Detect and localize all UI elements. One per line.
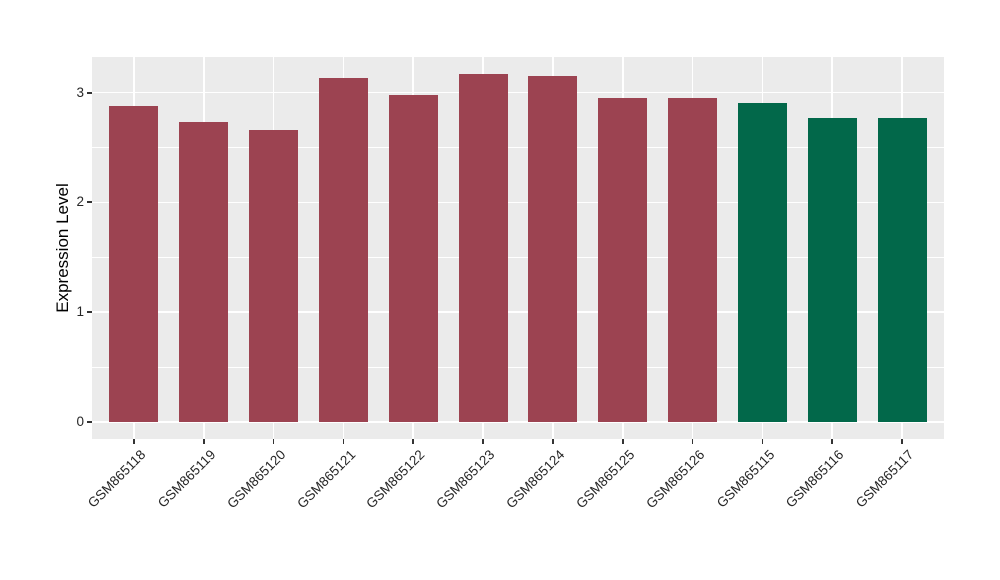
x-tick-label: GSM865116 [783,447,847,511]
bar-GSM865123 [458,74,508,422]
bar-GSM865116 [807,117,857,422]
x-tick-mark [202,439,205,444]
x-tick-mark [482,439,484,444]
x-tick-mark [831,439,834,444]
x-tick-mark [552,439,554,444]
y-tick-mark [86,420,92,423]
y-tick-label: 1 [76,304,84,320]
y-tick-mark [86,311,92,314]
x-tick-label: GSM865117 [853,447,917,511]
bar-GSM865119 [179,122,229,422]
y-tick-mark [86,201,92,204]
bar-GSM865122 [388,94,438,422]
x-tick-mark [901,439,903,444]
bar-GSM865125 [598,98,648,422]
x-tick-label: GSM865122 [363,447,428,512]
x-tick-label: GSM865123 [433,447,498,512]
bar-GSM865121 [318,78,368,422]
bar-GSM865126 [668,98,718,422]
y-tick-mark [86,91,92,94]
x-tick-mark [133,439,135,444]
x-tick-mark [272,439,275,444]
major-gridline [92,311,944,313]
bar-GSM865117 [877,117,927,422]
x-tick-mark [761,439,764,444]
x-tick-mark [691,439,694,444]
y-tick-label: 3 [76,84,84,100]
minor-gridline [92,147,944,149]
bar-GSM865118 [109,105,159,422]
y-tick-label: 2 [76,194,84,210]
x-tick-label: GSM865125 [573,447,638,512]
major-gridline [92,91,944,94]
y-tick-label: 0 [76,413,84,429]
x-tick-label: GSM865124 [503,447,568,512]
x-tick-label: GSM865126 [642,447,708,512]
x-tick-mark [342,439,345,444]
x-tick-label: GSM865120 [223,447,289,512]
major-gridline [92,421,944,423]
x-tick-label: GSM865115 [713,447,778,511]
x-tick-label: GSM865118 [85,447,149,511]
bar-GSM865124 [528,76,578,422]
x-tick-mark [412,439,415,444]
x-tick-label: GSM865119 [154,447,219,511]
bar-GSM865115 [737,102,787,422]
x-tick-mark [621,439,624,444]
minor-gridline [92,366,944,368]
x-tick-label: GSM865121 [293,447,359,512]
minor-gridline [92,256,944,258]
plot-panel [92,57,944,439]
bar-GSM865120 [249,129,298,422]
major-gridline [92,201,944,204]
